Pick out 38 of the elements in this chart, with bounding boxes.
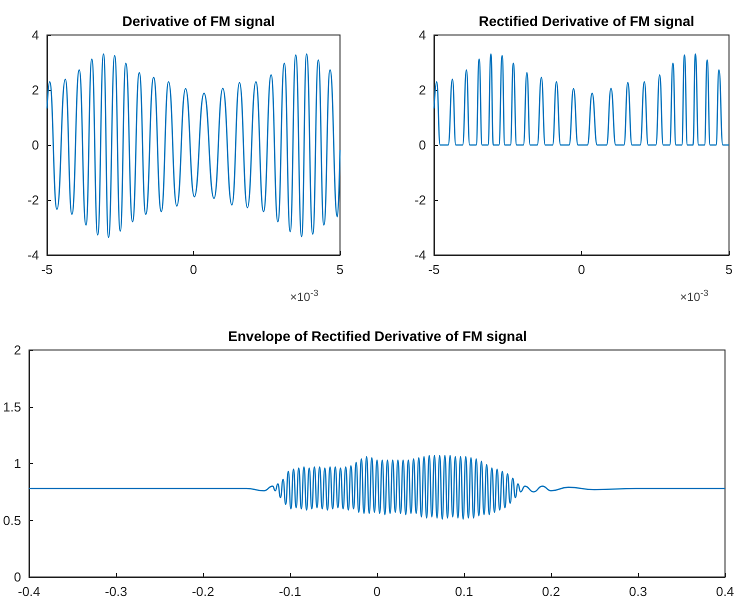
y-tick-label: -4 (414, 248, 426, 262)
y-tick-label: 1.5 (2, 399, 22, 414)
y-tick-label: 2 (14, 342, 22, 358)
y-tick-label: 0 (32, 138, 39, 152)
y-tick-label: 4 (32, 28, 39, 42)
y-tick-label: -2 (414, 192, 426, 208)
x-tick-label: 0.4 (716, 584, 734, 599)
x-tick-label: -0.3 (104, 584, 128, 599)
x-tick-label: -0.2 (192, 584, 214, 599)
x-tick-label: -0.1 (278, 584, 302, 599)
text: ×10$^{-3}$ (680, 288, 708, 304)
line-series (46, 53, 341, 238)
y-tick-label: 0 (14, 570, 22, 584)
y-tick-label: -4 (27, 248, 39, 262)
y-tick-label: 2 (418, 82, 426, 98)
y-tick-label: 1 (14, 456, 22, 471)
x-tick-label: 0.3 (628, 584, 648, 599)
y-tick-label: 0.5 (2, 512, 22, 528)
x-tick-label: -5 (428, 262, 440, 277)
y-tick-label: 2 (32, 82, 39, 98)
x-tick-label: 0 (373, 584, 381, 599)
x-tick-label: 0 (190, 262, 198, 277)
x-tick-label: 0.2 (542, 584, 560, 599)
y-tick-label: 0 (418, 138, 426, 152)
chart-title: Rectified Derivative of FM signal (478, 13, 694, 29)
y-tick-label: -2 (27, 192, 39, 208)
chart-title: Derivative of FM signal (122, 13, 275, 29)
text: ×10$^{-3}$ (290, 288, 318, 304)
x-tick-label: -0.4 (18, 584, 40, 599)
x-tick-label: 5 (336, 262, 344, 277)
x-tick-label: 0 (578, 262, 586, 277)
y-tick-label: 4 (418, 28, 426, 42)
x-tick-label: -5 (41, 262, 53, 277)
x-tick-label: 0.1 (454, 584, 474, 599)
line-series (433, 53, 730, 146)
x-tick-label: 5 (725, 262, 733, 277)
line-series (28, 454, 726, 520)
chart-title: Envelope of Rectified Derivative of FM signal (228, 328, 527, 344)
